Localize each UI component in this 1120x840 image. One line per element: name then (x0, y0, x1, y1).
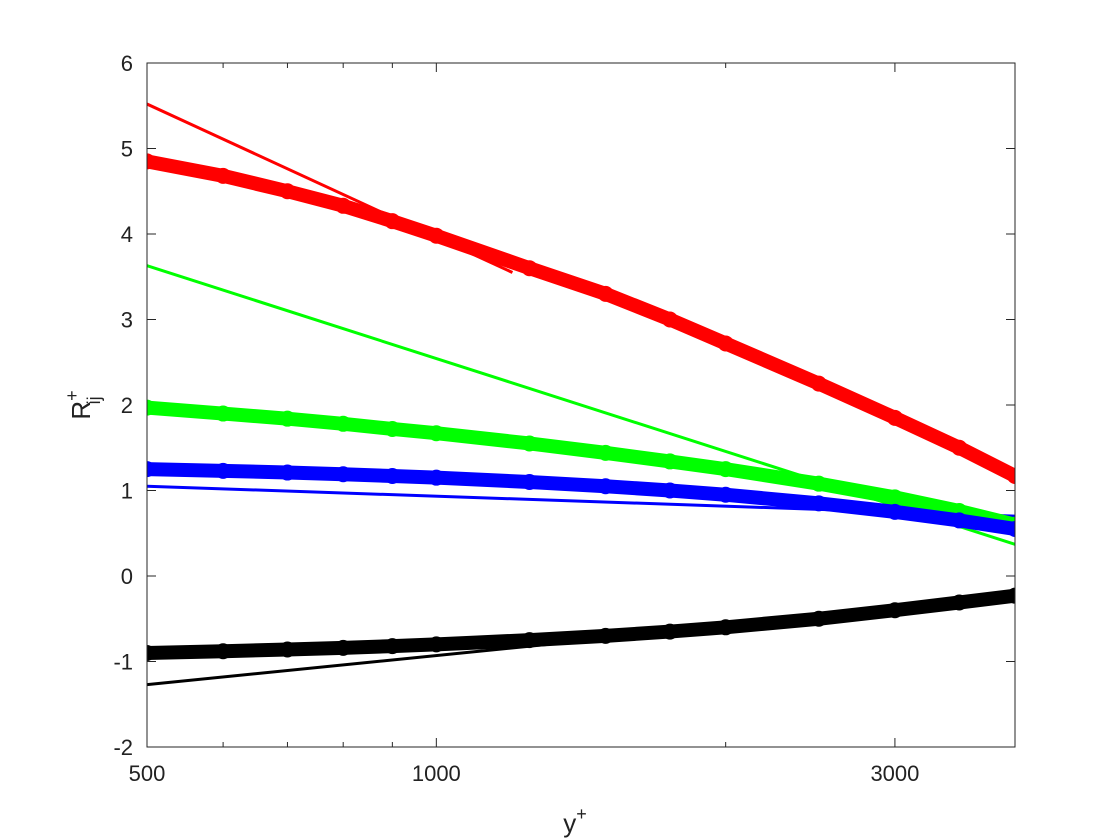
marker-line (147, 154, 1015, 483)
marker (215, 462, 232, 479)
y-tick-label: 4 (121, 222, 133, 247)
marker (1007, 520, 1015, 537)
marker (335, 466, 352, 483)
x-axis-label: y+ (563, 804, 587, 838)
marker (521, 473, 538, 490)
marker-line (147, 400, 1015, 532)
marker (717, 335, 734, 352)
marker (384, 420, 401, 437)
y-axis-label-sub: ij (84, 396, 104, 404)
marker (279, 410, 296, 427)
marker (810, 475, 827, 492)
y-axis-label-sup: + (62, 390, 82, 401)
y-tick-label: 3 (121, 308, 133, 333)
marker (886, 489, 903, 506)
marker (279, 641, 296, 658)
marker (810, 375, 827, 392)
marker (428, 227, 445, 244)
marker (597, 285, 614, 302)
axes-box (146, 62, 1016, 748)
marker (215, 405, 232, 422)
marker (951, 594, 968, 611)
marker (279, 183, 296, 200)
y-tick-label: -2 (113, 735, 133, 760)
marker (810, 610, 827, 627)
marker (951, 512, 968, 529)
y-axis-label-base: R (66, 401, 96, 420)
y-tick-label: 6 (121, 51, 133, 76)
marker (428, 469, 445, 486)
y-tick-label: 0 (121, 564, 133, 589)
marker (428, 425, 445, 442)
marker (661, 311, 678, 328)
marker (717, 619, 734, 636)
marker (1007, 587, 1015, 604)
marker (886, 409, 903, 426)
marker (521, 632, 538, 649)
marker-line (147, 588, 1015, 660)
x-axis-label-base: y (563, 808, 576, 838)
marker (661, 482, 678, 499)
marker (147, 153, 155, 170)
marker (215, 167, 232, 184)
y-tick-label: 5 (121, 137, 133, 162)
marker (597, 444, 614, 461)
marker (521, 435, 538, 452)
marker (597, 627, 614, 644)
x-tick-label: 1000 (412, 761, 461, 786)
marker (428, 636, 445, 653)
marker-line (147, 462, 1015, 536)
marker (810, 495, 827, 512)
marker (1007, 467, 1015, 484)
marker (886, 503, 903, 520)
marker (384, 638, 401, 655)
marker (717, 461, 734, 478)
x-tick-label: 3000 (870, 761, 919, 786)
marker (661, 623, 678, 640)
x-axis-label-sup: + (576, 804, 587, 824)
marker (717, 486, 734, 503)
marker (147, 644, 155, 661)
marker (147, 461, 155, 478)
y-tick-label: 1 (121, 479, 133, 504)
y-axis-label: R+ ij (62, 390, 104, 419)
marker (335, 639, 352, 656)
plot-area (147, 102, 1015, 687)
marker (951, 439, 968, 456)
marker (661, 453, 678, 470)
marker (335, 415, 352, 432)
marker (147, 399, 155, 416)
marker (597, 478, 614, 495)
marker (521, 260, 538, 277)
marker (384, 467, 401, 484)
marker (384, 213, 401, 230)
marker (335, 197, 352, 214)
x-tick-label: 500 (129, 761, 166, 786)
marker (279, 464, 296, 481)
marker (886, 602, 903, 619)
y-tick-label: -1 (113, 650, 133, 675)
marker (215, 643, 232, 660)
y-tick-label: 2 (121, 393, 133, 418)
